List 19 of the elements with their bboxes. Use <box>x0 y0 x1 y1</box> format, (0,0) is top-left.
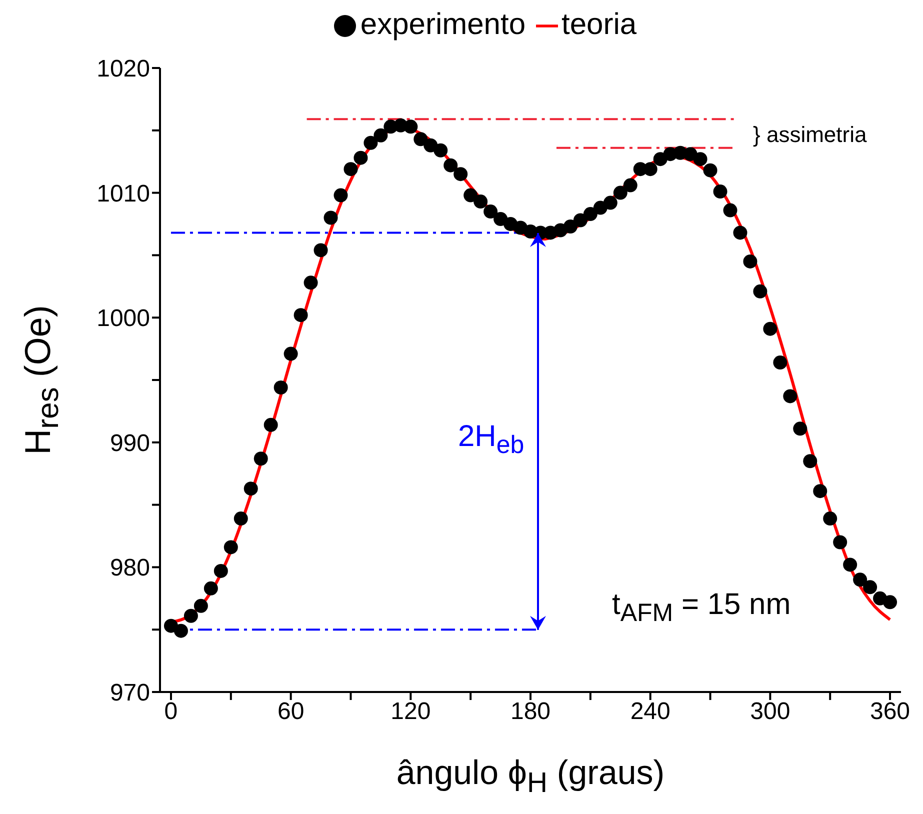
legend-label: experimento <box>360 8 526 41</box>
annotation: } assimetria <box>753 122 867 148</box>
y-tick-label: 970 <box>110 680 150 707</box>
x-tick-label: 240 <box>630 698 670 726</box>
x-tick-label: 360 <box>870 698 910 726</box>
y-tick-label: 1000 <box>96 305 150 332</box>
x-tick-label: 300 <box>750 698 790 726</box>
y-tick-label: 1010 <box>96 180 150 208</box>
x-axis-title: ângulo ϕ$_{H}$ (graus) <box>395 754 666 800</box>
x-tick-label: 120 <box>390 698 431 726</box>
annotation: 2H$_{eb}$ <box>458 420 524 460</box>
annotation: t$_{AFM}$ = 15 nm <box>612 588 791 628</box>
y-tick-label: 990 <box>110 430 150 457</box>
x-tick-label: 60 <box>277 698 304 726</box>
legend-label: teoria <box>562 8 637 41</box>
x-tick-label: 0 <box>164 698 178 726</box>
x-tick-label: 180 <box>510 698 551 726</box>
y-tick-label: 1020 <box>96 56 150 83</box>
y-tick-label: 980 <box>110 554 150 582</box>
